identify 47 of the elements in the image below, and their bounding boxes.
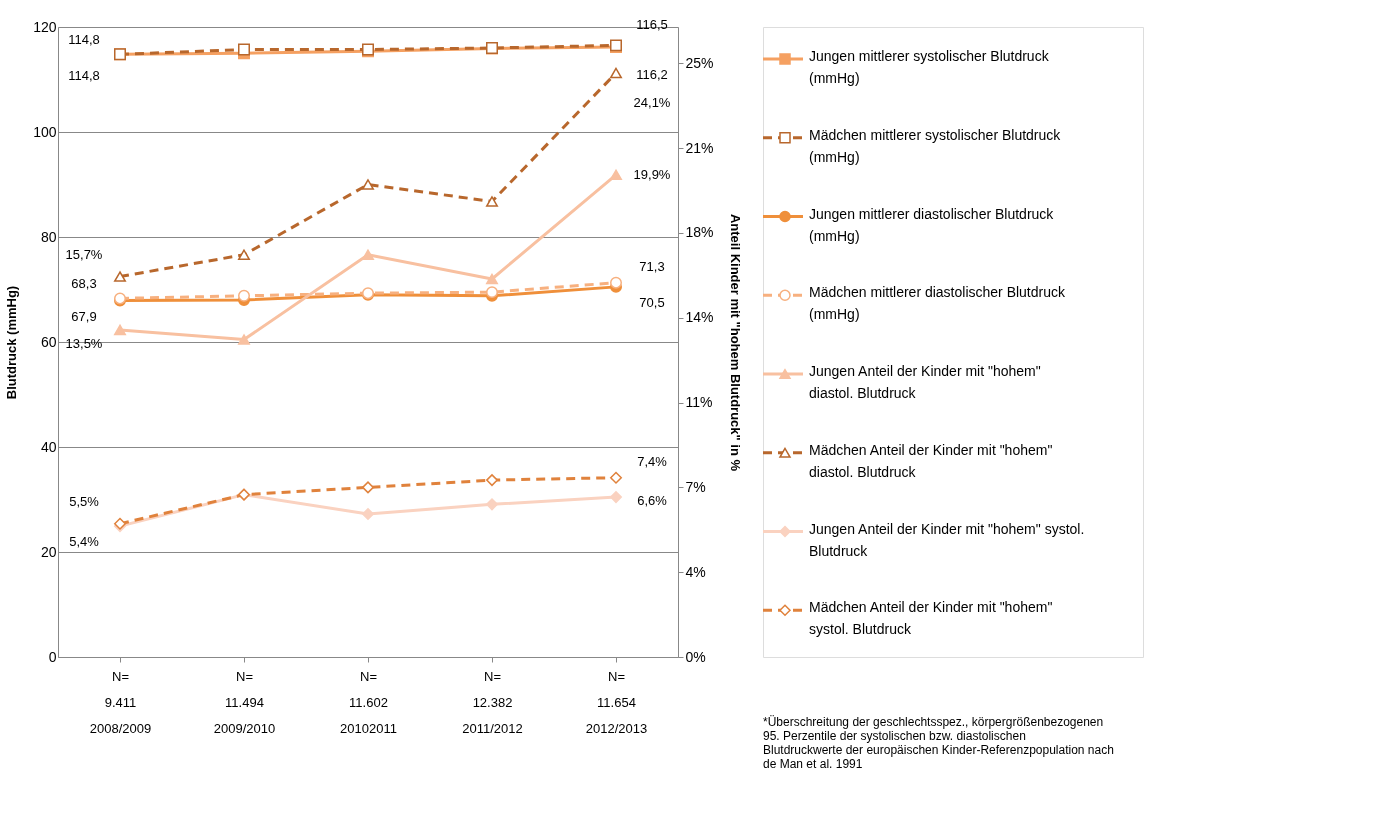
- data-label: 67,9: [71, 308, 97, 324]
- legend-label: Mädchen Anteil der Kinder mit "hohem" systol. Blutdruck: [809, 599, 1053, 638]
- legend-label: Mädchen mittlerer systolischer Blutdruck (mmHg): [809, 126, 1062, 165]
- legend-label: Jungen mittlerer systolischer Blutdruck (mmHg): [809, 48, 1050, 86]
- data-label: 6,6%: [637, 493, 668, 509]
- legend-label: Mädchen Anteil der Kinder mit "hohem" diastol. Blutdruck: [809, 441, 1053, 480]
- y2-tick-label: 7%: [685, 478, 706, 495]
- data-label: 116,2: [636, 66, 668, 82]
- text: *Überschreitung der geschlechtsspez., körpergrößenbezogenen 95. Perzentile der systolischen bzw. diastolischen Blutdruckwerte der europäischen Kinder-Referenzpopulation nach de Man et al. 1991: [763, 715, 1114, 771]
- y2-axis-title: Anteil Kinder mit "hohem Blutdruck" in %: [727, 213, 743, 472]
- y-axis-title: Blutdruck (mmHg): [4, 285, 20, 400]
- legend-label: Mädchen mittlerer diastolischer Blutdruck (mmHg): [809, 284, 1066, 323]
- y2-tick-label: 0%: [685, 648, 706, 665]
- y2-tick-label: 4%: [685, 563, 706, 580]
- legend-label: Jungen mittlerer diastolischer Blutdruck (mmHg): [809, 205, 1055, 244]
- y-tick-label: 40: [40, 438, 57, 455]
- y-tick-label: 100: [33, 123, 57, 140]
- data-label: 114,8: [68, 68, 100, 84]
- x-tick-label: N= 11.602 20102011: [340, 668, 397, 736]
- y-tick-label: 20: [40, 543, 57, 560]
- y-tick-label: 0: [48, 648, 57, 665]
- legend-label: Jungen Anteil der Kinder mit "hohem" diastol. Blutdruck: [809, 363, 1041, 401]
- x-tick-label: N= 9.411 2008/2009: [89, 668, 152, 736]
- y2-tick-label: 21%: [685, 139, 714, 156]
- y-tick-label: 60: [40, 333, 57, 350]
- x-tick-label: N= 12.382 2011/2012: [462, 668, 523, 736]
- data-label: 5,4%: [69, 534, 100, 550]
- x-tick-label: N= 11.654 2012/2013: [585, 668, 648, 736]
- y-tick-label: 80: [40, 228, 57, 245]
- y2-tick-label: 18%: [685, 224, 714, 241]
- data-label: 5,5%: [69, 493, 100, 509]
- data-label: 71,3: [639, 258, 665, 274]
- y2-tick-label: 14%: [685, 309, 714, 326]
- data-label: 19,9%: [633, 166, 671, 182]
- data-label: 24,1%: [633, 95, 671, 111]
- data-label: 68,3: [71, 276, 97, 292]
- data-label: 7,4%: [637, 453, 668, 469]
- data-label: 116,5: [636, 17, 668, 33]
- data-label: 70,5: [639, 294, 665, 310]
- x-tick-label: N= 11.494 2009/2010: [213, 668, 276, 736]
- legend-label: Jungen Anteil der Kinder mit "hohem" systol. Blutdruck: [809, 520, 1085, 559]
- y2-tick-label: 11%: [685, 394, 713, 411]
- data-label: 13,5%: [65, 335, 103, 351]
- data-label: 15,7%: [65, 246, 103, 262]
- y2-tick-label: 25%: [685, 54, 714, 71]
- data-label: 114,8: [68, 32, 100, 48]
- y-tick-label: 120: [33, 18, 57, 35]
